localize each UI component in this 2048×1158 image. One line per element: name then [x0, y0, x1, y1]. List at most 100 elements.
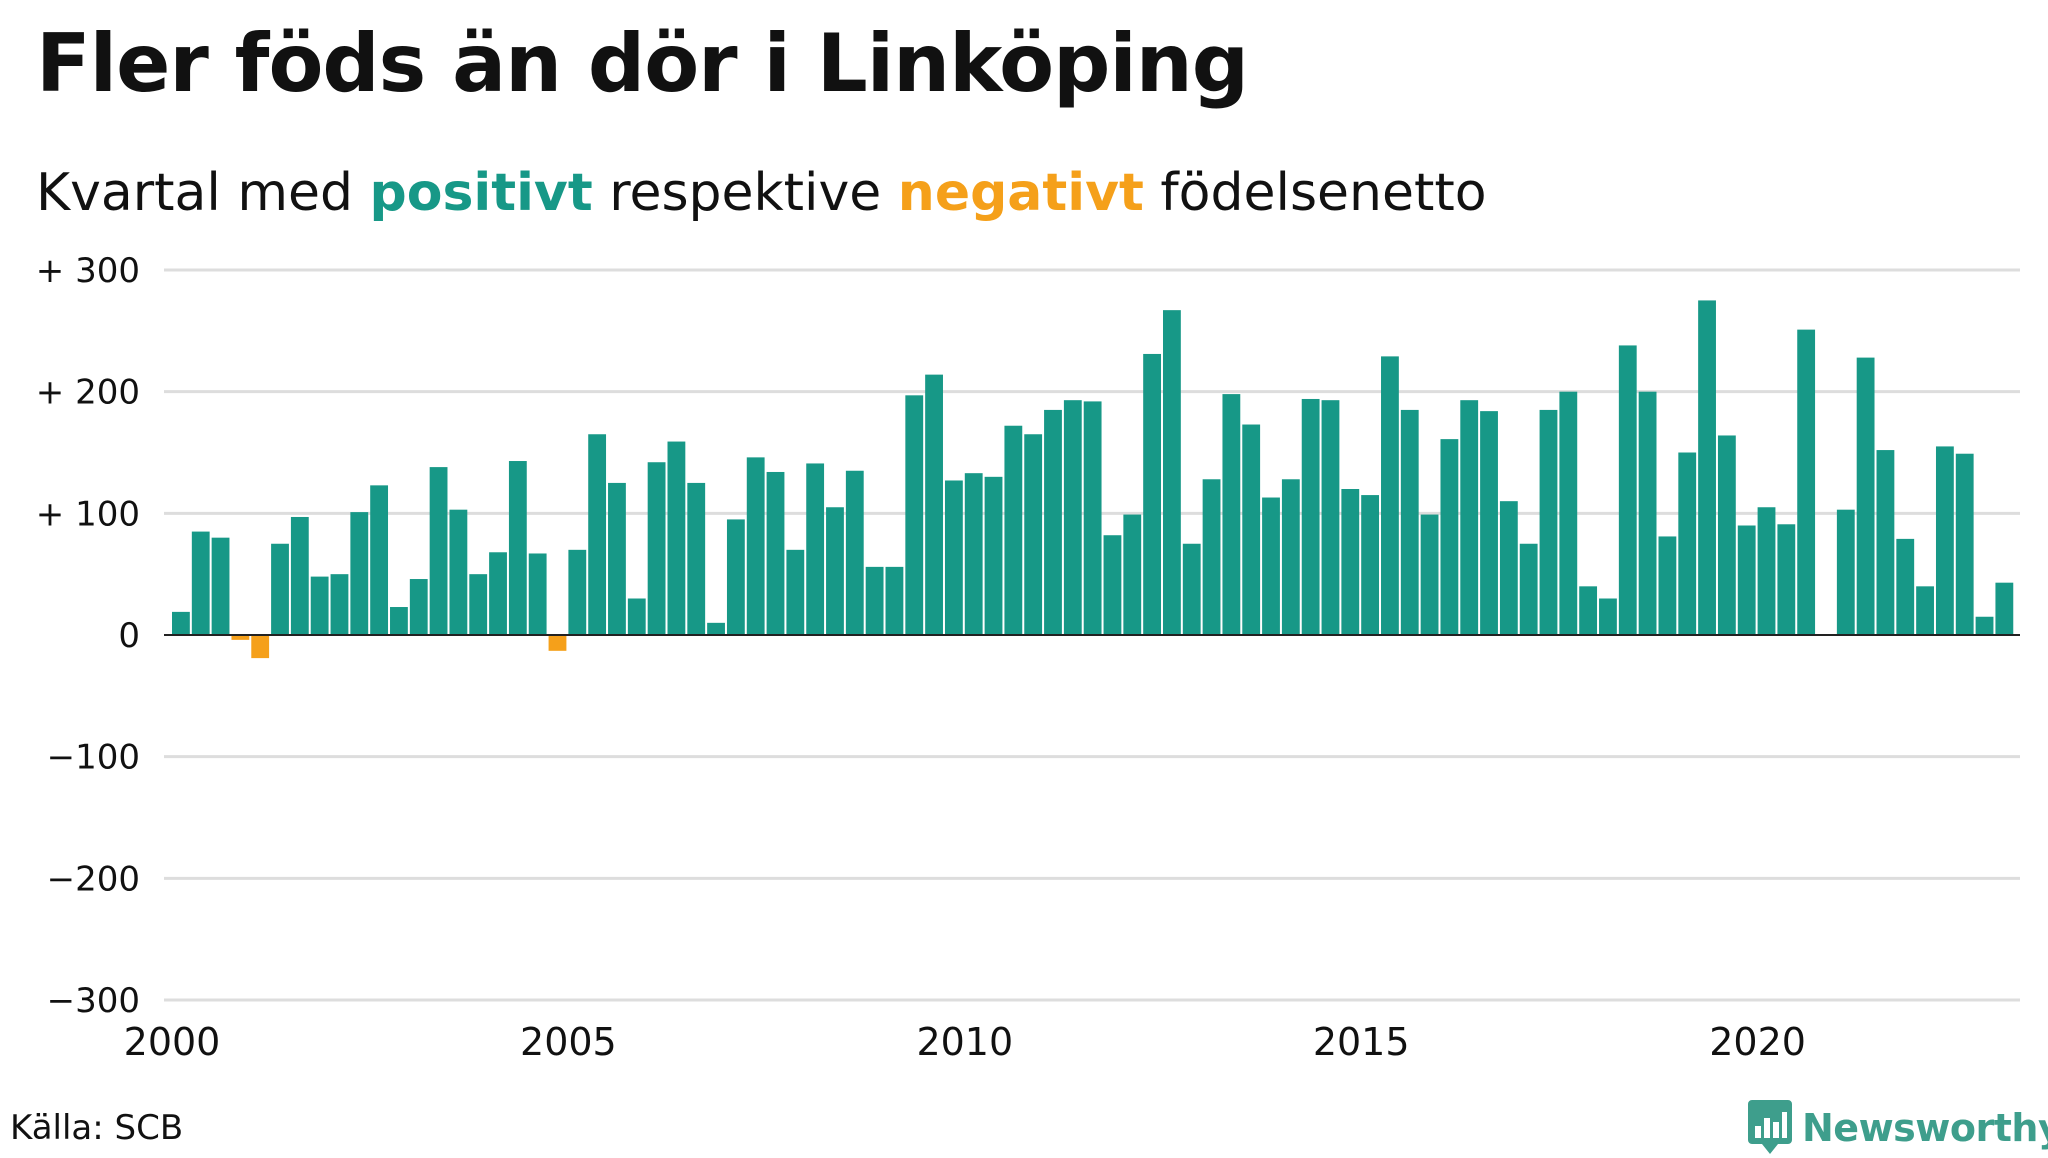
bar [1955, 453, 1974, 635]
bar-chart-logo-icon [1748, 1100, 1792, 1154]
y-tick-label: 0 [118, 616, 140, 656]
x-tick-label: 2020 [1709, 1020, 1806, 1064]
bar [1896, 538, 1915, 635]
bar [627, 598, 646, 635]
bar [568, 549, 587, 635]
bar [687, 482, 706, 635]
bar [588, 434, 607, 635]
bar [1123, 514, 1142, 635]
bar [1341, 489, 1360, 635]
bar [647, 462, 666, 635]
x-tick-label: 2010 [916, 1020, 1013, 1064]
bar [370, 485, 389, 635]
bar [290, 516, 309, 635]
chart-subtitle: Kvartal med positivt respektive negativt… [36, 162, 1487, 224]
bar [984, 476, 1003, 635]
bar [1361, 495, 1380, 635]
y-tick-label: + 200 [36, 373, 140, 413]
bar [1381, 356, 1399, 635]
bar [1698, 300, 1716, 635]
bar [1638, 391, 1657, 635]
bar [905, 395, 924, 635]
subtitle-text: respektive [592, 163, 898, 223]
bar [1281, 479, 1300, 635]
x-axis-labels: 2000 2005 2010 2015 2020 [124, 1020, 1806, 1064]
bar [1083, 401, 1102, 635]
bar [231, 635, 250, 640]
bar [508, 461, 527, 635]
y-tick-label: −100 [47, 738, 140, 778]
bar [1004, 425, 1023, 635]
y-tick-label: + 300 [36, 251, 140, 291]
bar [1242, 424, 1261, 635]
bar [746, 457, 765, 635]
bar [1222, 394, 1241, 635]
y-axis-labels: + 300 + 200 + 100 0 −100 −200 −300 [36, 251, 140, 1021]
bar [1935, 446, 1954, 635]
bar [1321, 400, 1340, 635]
bar [1499, 501, 1518, 635]
x-tick-label: 2005 [520, 1020, 617, 1064]
bar [1658, 536, 1677, 635]
bar [1995, 582, 2014, 635]
bar [1182, 543, 1201, 635]
y-tick-label: −300 [47, 981, 140, 1021]
subtitle-positive-word: positivt [369, 163, 593, 223]
bar [608, 482, 626, 635]
bar [1916, 586, 1934, 635]
bar [1717, 435, 1736, 635]
bar [350, 512, 369, 635]
bar [390, 607, 408, 635]
subtitle-text: Kvartal med [36, 163, 370, 223]
bar [1519, 543, 1538, 635]
bar [1737, 525, 1756, 635]
y-tick-label: −200 [47, 859, 140, 899]
bar [191, 531, 210, 635]
bar [429, 467, 448, 635]
bar [1678, 452, 1697, 635]
bar [449, 509, 468, 635]
bar [1480, 411, 1498, 635]
bar [1163, 310, 1181, 635]
bar-chart: + 300 + 200 + 100 0 −100 −200 −300 2000 2005 201… [36, 251, 2020, 1064]
brand-name: Newsworthy [1802, 1106, 2048, 1150]
bar [1559, 391, 1578, 635]
bar [1440, 439, 1459, 635]
bar [925, 374, 943, 635]
bar [826, 507, 844, 635]
bar [1024, 434, 1043, 635]
bars [172, 300, 2014, 659]
bar [1757, 507, 1776, 635]
bar [707, 622, 725, 635]
bar [271, 543, 289, 635]
bar [1539, 409, 1558, 635]
bar [806, 463, 825, 635]
bar [211, 537, 230, 635]
subtitle-negative-word: negativt [897, 163, 1144, 223]
bar [1599, 598, 1617, 635]
bar [1618, 345, 1637, 635]
bar [489, 552, 507, 635]
bar [469, 574, 488, 635]
bar [1202, 479, 1221, 635]
bar [330, 574, 349, 635]
bar [786, 549, 805, 635]
bar [1301, 398, 1320, 635]
bar [1856, 357, 1875, 635]
bar [1460, 400, 1479, 635]
bar [667, 441, 686, 635]
bar [1420, 514, 1439, 635]
bar [409, 579, 428, 635]
subtitle-text: födelsenetto [1143, 163, 1487, 223]
bar [1797, 329, 1816, 635]
source-note: Källa: SCB [10, 1108, 184, 1148]
bar [1975, 616, 1994, 635]
y-tick-label: + 100 [36, 494, 140, 534]
bar [548, 635, 567, 651]
bar [310, 576, 329, 635]
bar [885, 566, 904, 635]
bar [1836, 509, 1855, 635]
x-tick-label: 2015 [1313, 1020, 1410, 1064]
bar [528, 553, 547, 635]
bar [766, 471, 785, 635]
